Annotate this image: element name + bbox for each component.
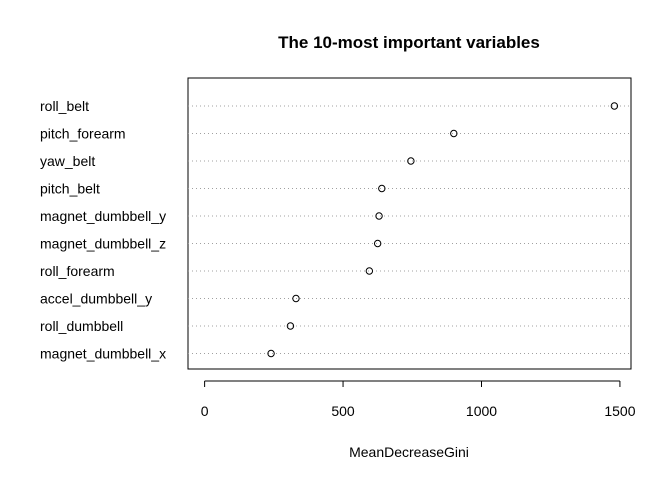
- grid-lines: [188, 105, 631, 354]
- data-point: [267, 349, 275, 358]
- data-point: [450, 129, 458, 138]
- data-point: [610, 102, 619, 110]
- data-point: [378, 184, 386, 193]
- x-tick-label: 0: [201, 403, 209, 419]
- category-label: roll_belt: [40, 98, 89, 114]
- chart-title: The 10-most important variables: [278, 33, 540, 52]
- category-label: magnet_dumbbell_y: [40, 208, 166, 224]
- category-label: magnet_dumbbell_z: [40, 236, 166, 252]
- data-point: [292, 294, 300, 303]
- x-axis-label: MeanDecreaseGini: [349, 444, 469, 460]
- data-point: [286, 322, 295, 330]
- data-point: [373, 239, 382, 248]
- x-tick-label: 1500: [604, 403, 635, 419]
- category-label: roll_dumbbell: [40, 318, 123, 334]
- data-point: [407, 157, 415, 165]
- x-axis: 0 500 1000 1500: [201, 380, 636, 419]
- category-labels: roll_belt pitch_forearm yaw_belt pitch_belt…: [40, 98, 166, 362]
- data-points: [267, 102, 619, 358]
- data-point: [375, 212, 383, 220]
- category-label: pitch_belt: [40, 181, 100, 197]
- category-label: accel_dumbbell_y: [40, 291, 152, 307]
- category-label: roll_forearm: [40, 263, 115, 279]
- x-tick-label: 500: [331, 403, 355, 419]
- category-label: yaw_belt: [40, 153, 95, 169]
- data-point: [365, 267, 374, 275]
- plot-frame: [187, 77, 632, 370]
- x-tick-label: 1000: [466, 403, 497, 419]
- category-label: magnet_dumbbell_x: [40, 346, 166, 362]
- category-label: pitch_forearm: [40, 126, 126, 142]
